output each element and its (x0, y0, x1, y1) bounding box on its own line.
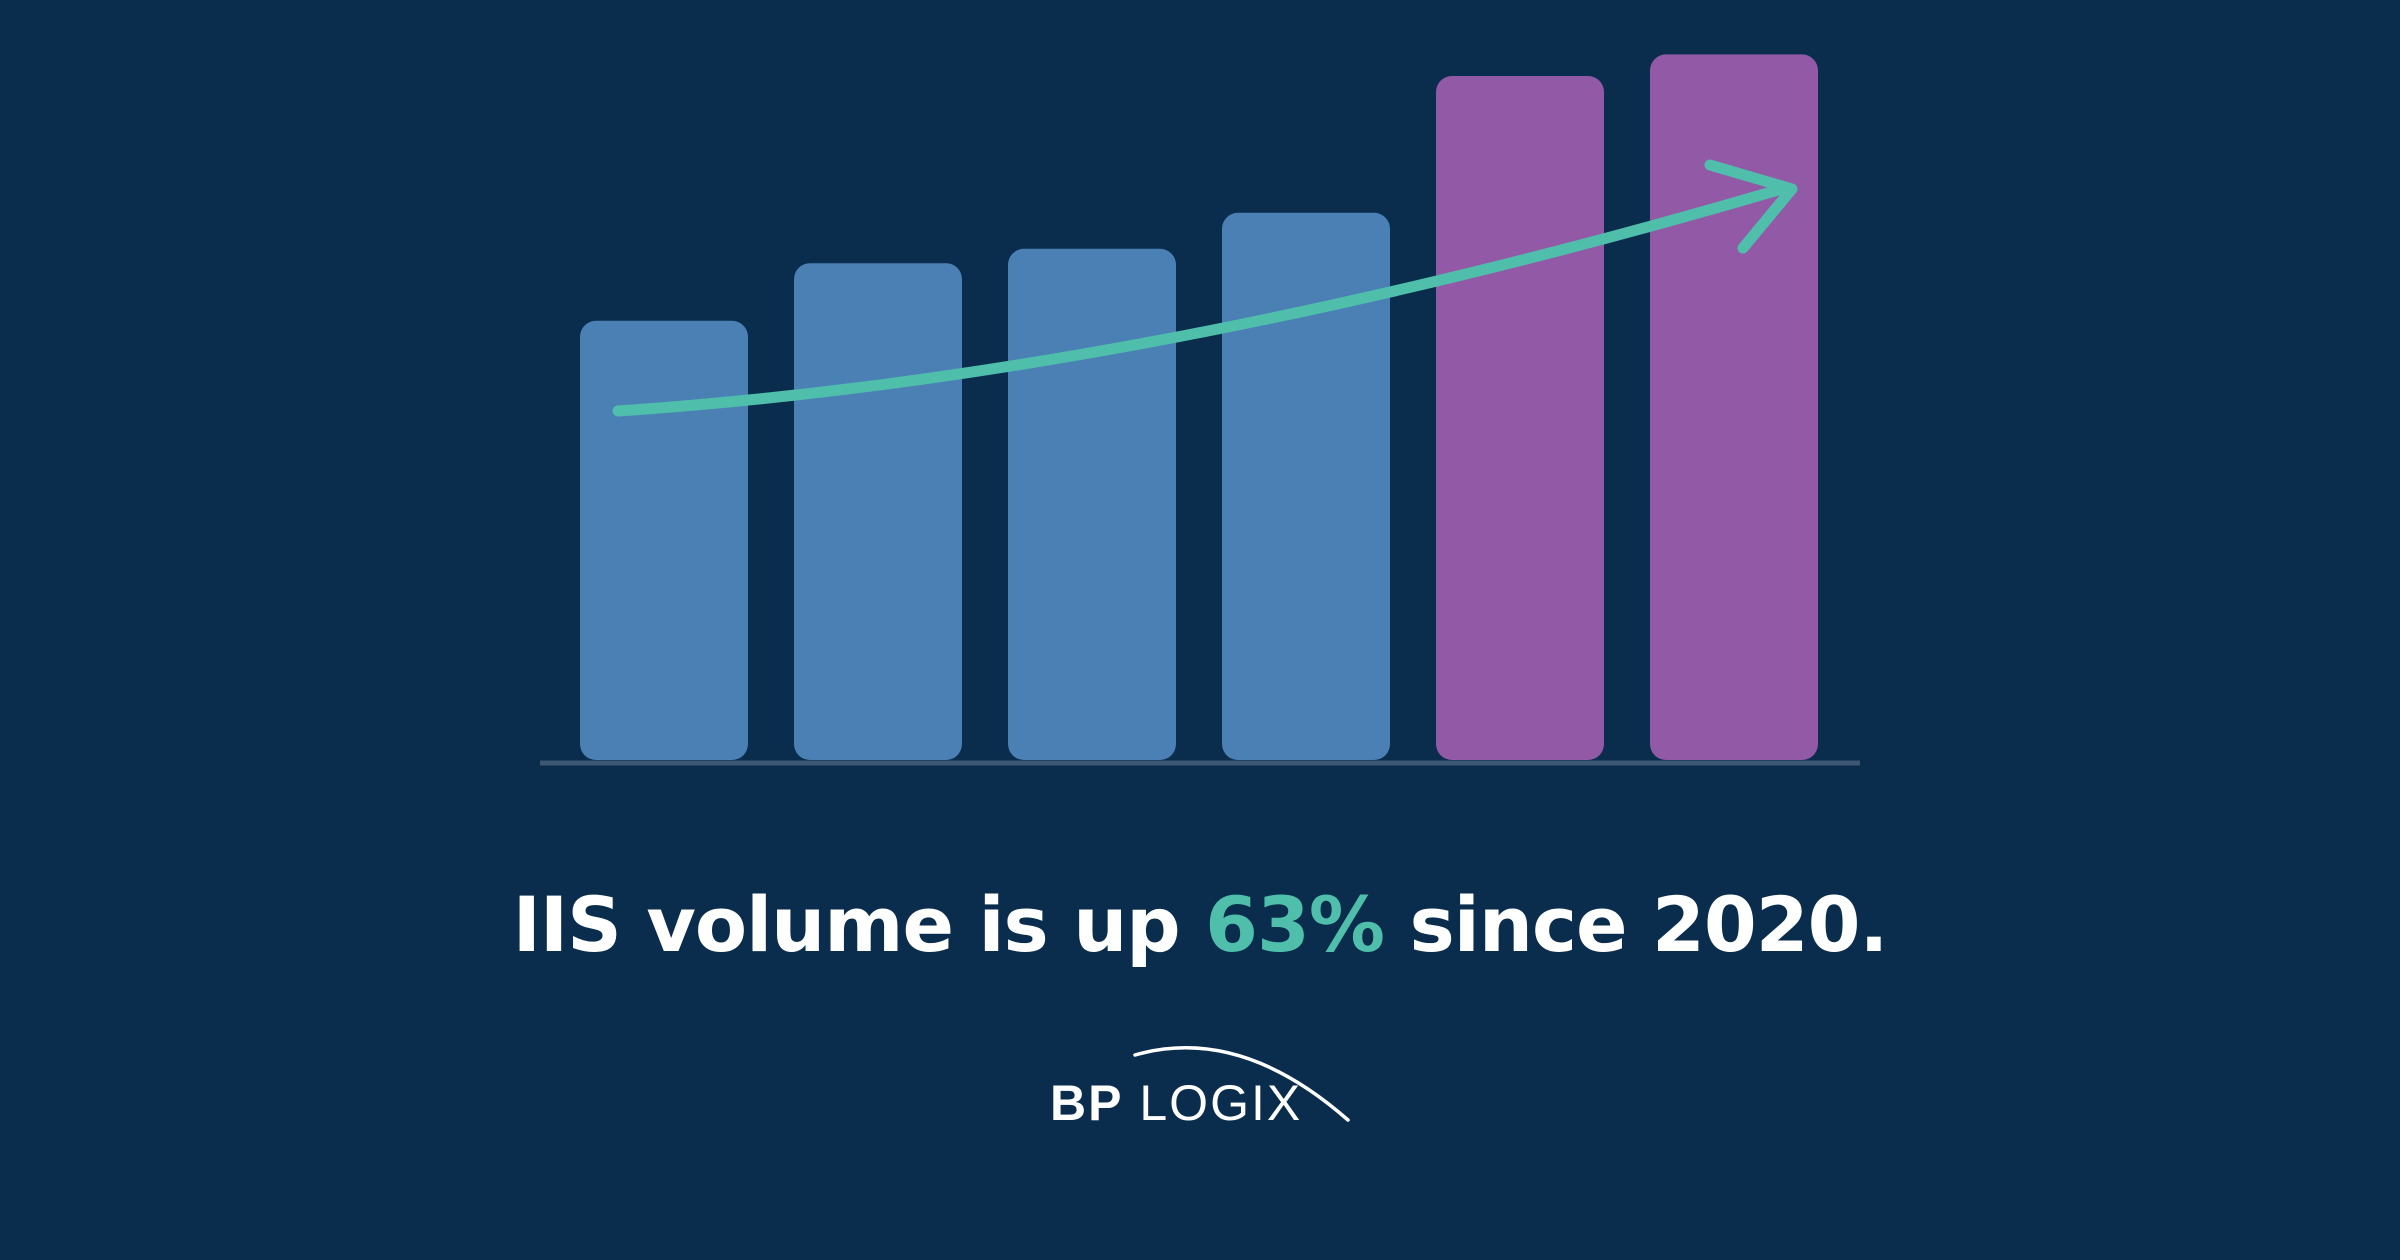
bp-logix-logo: BP LOGIX (1040, 1030, 1360, 1132)
bar-3 (1008, 248, 1176, 761)
bar-1 (580, 320, 748, 760)
logo-swoosh-icon (1133, 1046, 1350, 1122)
trend-arrow-head-icon (1704, 159, 1798, 254)
headline-suffix: since 2020. (1384, 880, 1889, 969)
headline-prefix: IIS volume is up (512, 880, 1206, 969)
trend-arrow-line (612, 182, 1791, 417)
headline-highlight: 63% (1205, 880, 1385, 969)
bar-chart (540, 54, 1860, 766)
headline: IIS volume is up 63% since 2020. (0, 880, 2400, 969)
bar-6 (1650, 54, 1818, 760)
bar-4 (1222, 212, 1390, 761)
logo-part-logix: LOGIX (1139, 1075, 1303, 1131)
logo-text: BP LOGIX (1050, 1074, 1302, 1132)
logo-part-bp: BP (1050, 1075, 1124, 1131)
bar-5 (1436, 76, 1604, 760)
bar-2 (794, 263, 962, 760)
